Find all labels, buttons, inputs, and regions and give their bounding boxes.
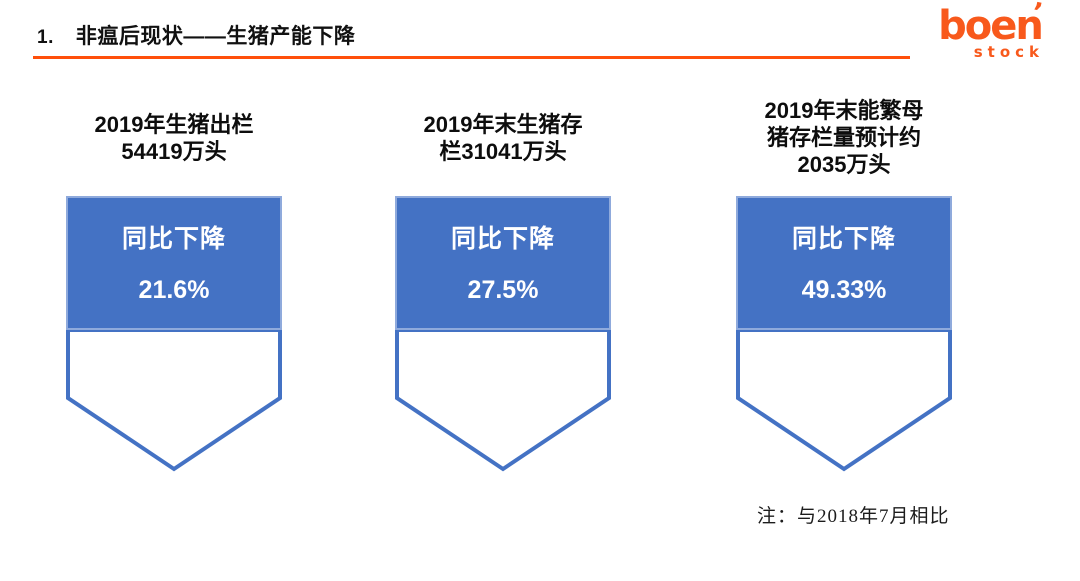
logo-wordmark-text: boen	[938, 3, 1044, 49]
logo-tagline: stock	[973, 43, 1044, 61]
change-label: 同比下降	[791, 225, 896, 253]
down-pennant-outline	[395, 330, 611, 472]
banner-rect: 同比下降 27.5%	[395, 196, 611, 330]
down-pennant-outline	[736, 330, 952, 472]
down-banner-shape: 同比下降 21.6%	[34, 196, 314, 472]
down-banner-shape: 同比下降 27.5%	[363, 196, 643, 472]
footnote: 注：与2018年7月相比	[757, 506, 950, 527]
change-label: 同比下降	[121, 225, 226, 253]
column-header: 2019年末能繁母 猪存栏量预计约 2035万头	[764, 98, 924, 177]
change-label: 同比下降	[450, 225, 555, 253]
down-banner-shape: 同比下降 49.33%	[704, 196, 984, 472]
stat-column-sows: 2019年末能繁母 猪存栏量预计约 2035万头 同比下降 49.33%	[704, 85, 984, 472]
banner-rect: 同比下降 21.6%	[66, 196, 282, 330]
stat-column-slaughter: 2019年生猪出栏 54419万头 同比下降 21.6%	[34, 85, 314, 472]
banner-rect: 同比下降 49.33%	[736, 196, 952, 330]
down-pennant-outline	[66, 330, 282, 472]
change-value: 21.6%	[138, 276, 210, 304]
logo-wordmark: boen ’	[930, 0, 1050, 49]
slide-title: 非瘟后现状——生猪产能下降	[75, 25, 356, 48]
slide-title-number: 1.	[37, 27, 54, 48]
change-value: 49.33%	[801, 276, 887, 304]
stat-column-inventory: 2019年末生猪存 栏31041万头 同比下降 27.5%	[363, 85, 643, 472]
title-underline-rule	[33, 56, 910, 59]
boen-stock-logo: boen ’ stock	[930, 0, 1050, 61]
slide-title-row: 1. 非瘟后现状——生猪产能下降	[37, 20, 355, 50]
column-header: 2019年生猪出栏 54419万头	[94, 111, 254, 164]
column-header: 2019年末生猪存 栏31041万头	[423, 111, 583, 164]
change-value: 27.5%	[467, 276, 539, 304]
